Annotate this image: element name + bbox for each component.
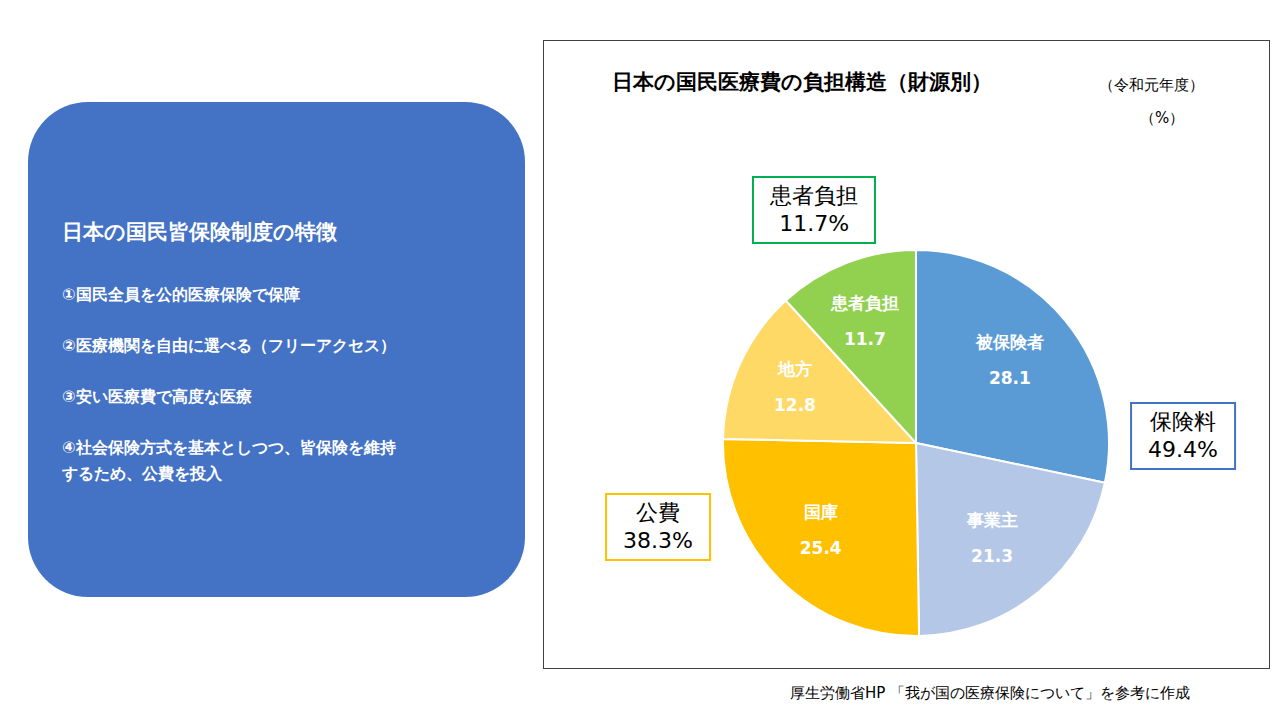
html-text:日本の国民皆保険制度の特徴: 日本の国民皆保険制度の特徴 bbox=[62, 220, 337, 244]
html-text:患者負担: 患者負担 bbox=[770, 183, 859, 208]
html-text:11.7%: 11.7% bbox=[779, 211, 850, 236]
svg-text:事業主: 事業主 bbox=[966, 510, 1018, 530]
html-text:④社会保険方式を基本としつつ、皆保険を維持 するため、公費を: ④社会保険方式を基本としつつ、皆保険を維持 するため、公費を投入 bbox=[62, 438, 396, 483]
svg-text:12.8: 12.8 bbox=[774, 395, 816, 415]
html-text:38.3%: 38.3% bbox=[622, 528, 693, 554]
html-text:②医療機関を自由に選べる（フリーアクセス）: ②医療機関を自由に選べる（フリーアクセス） bbox=[62, 336, 396, 355]
svg-text:被保険者: 被保険者 bbox=[975, 332, 1044, 352]
svg-text:11.7: 11.7 bbox=[844, 329, 886, 349]
html-text:日本の国民医療費の負担構造（財源別）: 日本の国民医療費の負担構造（財源別） bbox=[612, 70, 992, 94]
svg-text:患者負担: 患者負担 bbox=[830, 293, 899, 313]
html-text:保険料: 保険料 bbox=[1150, 409, 1216, 435]
svg-text:21.3: 21.3 bbox=[971, 546, 1013, 566]
html-text:①国民全員を公的医療保険で保障: ①国民全員を公的医療保険で保障 bbox=[62, 285, 300, 304]
svg-text:25.4: 25.4 bbox=[800, 538, 842, 558]
html-text:③安い医療費で高度な医療: ③安い医療費で高度な医療 bbox=[62, 387, 252, 406]
html-text:49.4%: 49.4% bbox=[1148, 437, 1218, 463]
svg-text:28.1: 28.1 bbox=[989, 368, 1031, 388]
svg-text:国庫: 国庫 bbox=[804, 502, 838, 522]
html-text:（令和元年度）: （令和元年度） bbox=[1099, 76, 1204, 94]
html-text:厚生労働省HP 「我が国の医療保険について」を参考に作成: 厚生労働省HP 「我が国の医療保険について」を参考に作成 bbox=[790, 684, 1191, 702]
svg-text:地方: 地方 bbox=[777, 359, 812, 379]
html-text:公費: 公費 bbox=[635, 500, 680, 526]
